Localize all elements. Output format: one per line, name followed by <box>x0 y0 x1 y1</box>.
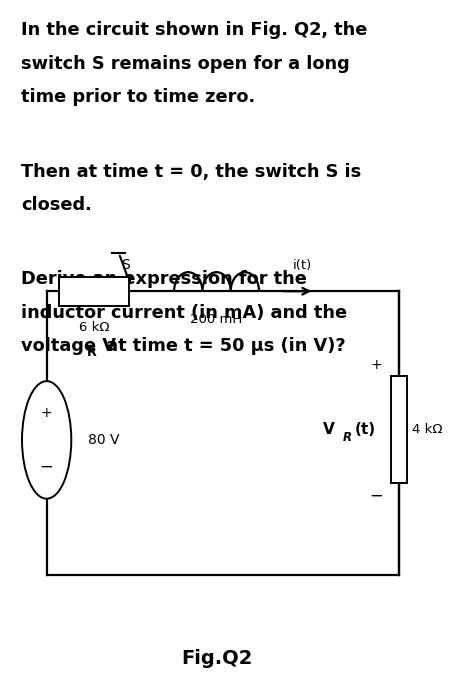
Text: +: + <box>41 407 53 421</box>
Text: at time t = 50 μs (in V)?: at time t = 50 μs (in V)? <box>100 337 345 355</box>
Text: 6 kΩ: 6 kΩ <box>79 321 110 334</box>
Text: −: − <box>40 457 54 475</box>
Text: i(t): i(t) <box>293 259 312 272</box>
Text: +: + <box>370 358 382 372</box>
Text: time prior to time zero.: time prior to time zero. <box>21 88 255 106</box>
Text: voltage V: voltage V <box>21 337 116 355</box>
Text: 4 kΩ: 4 kΩ <box>412 423 443 436</box>
Text: Fig.Q2: Fig.Q2 <box>181 649 252 668</box>
Text: (t): (t) <box>355 422 376 437</box>
Bar <box>391 376 407 483</box>
Text: closed.: closed. <box>21 196 92 214</box>
Text: 80 V: 80 V <box>88 433 120 447</box>
Text: V: V <box>323 422 335 437</box>
Text: 200 mH: 200 mH <box>190 314 243 326</box>
Text: R: R <box>87 346 97 359</box>
Text: Derive an expression for the: Derive an expression for the <box>21 270 307 288</box>
Text: Then at time t = 0, the switch S is: Then at time t = 0, the switch S is <box>21 162 361 181</box>
Text: −: − <box>369 486 383 505</box>
Text: inductor current (in mA) and the: inductor current (in mA) and the <box>21 304 347 322</box>
Text: switch S remains open for a long: switch S remains open for a long <box>21 55 350 73</box>
Text: R: R <box>342 431 351 444</box>
Ellipse shape <box>22 381 71 498</box>
Text: In the circuit shown in Fig. Q2, the: In the circuit shown in Fig. Q2, the <box>21 22 368 39</box>
Bar <box>59 276 130 306</box>
Text: S: S <box>121 258 130 272</box>
